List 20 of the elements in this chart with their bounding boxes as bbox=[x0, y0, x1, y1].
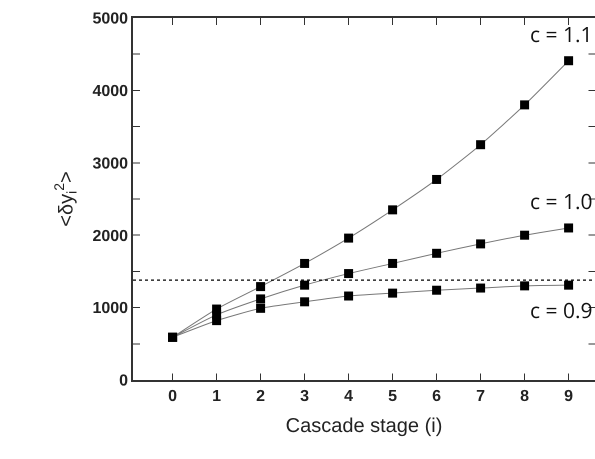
x-tick-label: 9 bbox=[564, 388, 574, 405]
x-tick-label: 4 bbox=[344, 388, 354, 405]
y-tick-label: 4000 bbox=[92, 83, 128, 100]
x-tick-label: 1 bbox=[212, 388, 222, 405]
x-tick-label: 0 bbox=[168, 388, 178, 405]
y-tick-label: 1000 bbox=[92, 300, 128, 318]
y-tick-label: 2000 bbox=[92, 228, 128, 245]
x-tick-label: 8 bbox=[520, 388, 530, 405]
series-label: c = 1.1 bbox=[530, 21, 593, 49]
series-label: c = 1.0 bbox=[530, 188, 593, 216]
series-label: c = 0.9 bbox=[530, 297, 593, 325]
y-tick-label: 0 bbox=[119, 372, 128, 390]
x-tick-label: 7 bbox=[476, 388, 486, 405]
y-tick-label: 5000 bbox=[92, 10, 128, 28]
x-tick-label: 2 bbox=[256, 388, 266, 405]
x-axis-title: Cascade stage (i) bbox=[286, 414, 442, 437]
y-tick-label: 3000 bbox=[92, 155, 128, 172]
x-tick-label: 6 bbox=[432, 388, 442, 405]
x-tick-label: 3 bbox=[300, 388, 310, 405]
x-tick-label: 5 bbox=[388, 388, 398, 405]
